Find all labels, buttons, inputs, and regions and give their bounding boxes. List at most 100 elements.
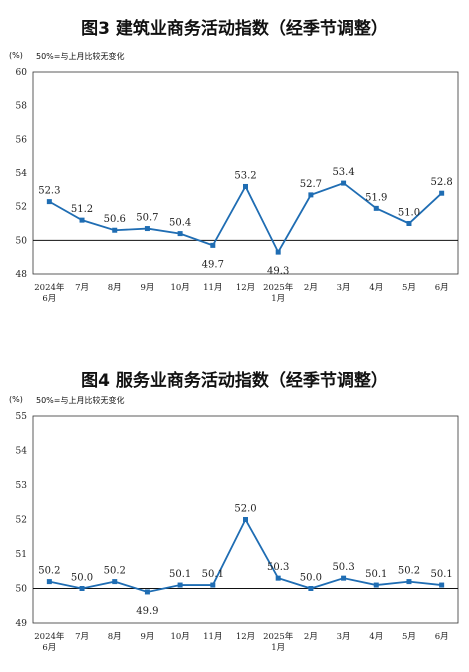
data-point	[177, 231, 183, 237]
x-tick-label: 2024年 6月	[34, 282, 65, 304]
y-tick-label: 60	[16, 68, 28, 78]
chart-title-construction: 图3 建筑业商务活动指数（经季节调整）	[81, 19, 388, 39]
x-tick-label: 8月	[108, 632, 122, 642]
chart-title-services: 图4 服务业商务活动指数（经季节调整）	[81, 371, 388, 391]
data-point	[79, 586, 85, 591]
data-label: 50.2	[398, 566, 420, 577]
data-point	[308, 192, 314, 198]
data-label: 49.9	[136, 606, 158, 617]
data-label: 52.3	[38, 186, 60, 197]
x-tick-label: 5月	[402, 283, 416, 293]
construction-chart: 48 50 52 54 56 58 60 2024年 6月 7月 8月 9月 10月 11月 12月 2025…	[16, 68, 459, 304]
data-label: 50.1	[202, 569, 224, 580]
data-label: 50.0	[300, 573, 322, 584]
data-label: 50.3	[332, 562, 354, 573]
y-tick-label: 51	[16, 550, 27, 560]
x-tick-label: 8月	[108, 283, 122, 293]
y-tick-label: 50	[16, 236, 28, 246]
y-tick-label: 52	[16, 516, 27, 526]
data-label: 49.3	[267, 266, 289, 277]
y-tick-label: 48	[16, 270, 28, 280]
x-tick-label: 12月	[236, 283, 255, 293]
data-label: 50.1	[169, 569, 191, 580]
data-point	[79, 217, 85, 223]
y-tick-label: 50	[16, 585, 28, 595]
x-tick-label: 2024年 6月	[34, 631, 65, 653]
data-label: 52.7	[300, 179, 322, 190]
x-tick-label: 7月	[75, 283, 89, 293]
unit-label: (%)	[9, 395, 23, 404]
x-tick-label: 11月	[203, 283, 222, 293]
data-label: 50.1	[431, 569, 453, 580]
data-point	[210, 582, 216, 588]
data-label: 50.4	[169, 218, 191, 229]
x-tick-label: 4月	[369, 632, 383, 642]
x-tick-label: 2月	[304, 632, 318, 642]
data-point	[112, 227, 118, 233]
series-line	[49, 517, 442, 593]
data-label: 50.6	[104, 214, 126, 225]
data-point	[112, 579, 118, 585]
services-chart: 49 50 51 52 53 54 55 2024年 6月 7月 8月 9月 10月 11月 12月 2025…	[16, 412, 459, 653]
x-tick-label: 2月	[304, 283, 318, 293]
data-point	[275, 575, 281, 581]
data-point	[439, 190, 445, 196]
chart-note: 50%=与上月比较无变化	[36, 396, 125, 405]
y-tick-label: 52	[16, 203, 27, 213]
y-tick-label: 53	[16, 481, 28, 491]
data-point	[373, 205, 379, 211]
data-point	[406, 221, 412, 226]
x-tick-label: 6月	[435, 283, 449, 293]
x-tick-label: 5月	[402, 632, 416, 642]
x-tick-label: 7月	[75, 632, 89, 642]
data-point	[275, 249, 281, 255]
x-tick-label: 10月	[170, 283, 189, 293]
x-tick-label: 4月	[369, 283, 383, 293]
unit-label: (%)	[9, 51, 23, 60]
data-label: 53.2	[234, 170, 256, 181]
data-point	[341, 575, 347, 581]
data-point	[243, 183, 248, 189]
x-tick-label: 9月	[140, 632, 154, 642]
x-tick-label: 3月	[337, 632, 351, 642]
data-label: 50.7	[136, 213, 158, 224]
chart-note: 50%=与上月比较无变化	[36, 52, 125, 61]
x-tick-label: 3月	[337, 283, 351, 293]
data-label: 52.8	[431, 177, 453, 188]
y-tick-label: 55	[16, 412, 28, 422]
y-tick-label: 54	[16, 169, 28, 179]
data-label: 50.3	[267, 562, 289, 573]
y-tick-label: 49	[16, 619, 28, 629]
x-tick-label: 9月	[140, 283, 154, 293]
x-tick-label: 2025年 1月	[263, 282, 294, 304]
data-point	[439, 582, 445, 588]
x-tick-label: 6月	[435, 632, 449, 642]
y-tick-label: 54	[16, 447, 28, 457]
data-point	[46, 199, 52, 205]
data-label: 51.2	[71, 204, 93, 215]
data-point	[144, 226, 150, 232]
y-tick-label: 56	[16, 135, 28, 145]
data-point	[373, 582, 379, 588]
plot-frame	[32, 71, 459, 275]
data-label: 50.1	[365, 569, 387, 580]
x-tick-label: 10月	[170, 632, 189, 642]
x-tick-label: 12月	[236, 632, 255, 642]
x-tick-label: 2025年 1月	[263, 631, 294, 653]
data-point	[243, 517, 248, 522]
data-point	[406, 579, 412, 585]
y-tick-label: 58	[16, 102, 28, 112]
data-label: 53.4	[332, 167, 354, 178]
data-label: 51.9	[365, 192, 387, 203]
data-point	[308, 586, 314, 591]
data-point	[341, 180, 347, 186]
data-point	[177, 582, 183, 588]
x-tick-label: 11月	[203, 632, 222, 642]
data-label: 50.2	[38, 566, 60, 577]
data-point	[210, 242, 216, 248]
data-label: 50.2	[104, 566, 126, 577]
data-point	[46, 579, 52, 585]
data-label: 52.0	[234, 504, 256, 515]
plot-frame	[32, 415, 459, 624]
data-point	[144, 589, 150, 595]
